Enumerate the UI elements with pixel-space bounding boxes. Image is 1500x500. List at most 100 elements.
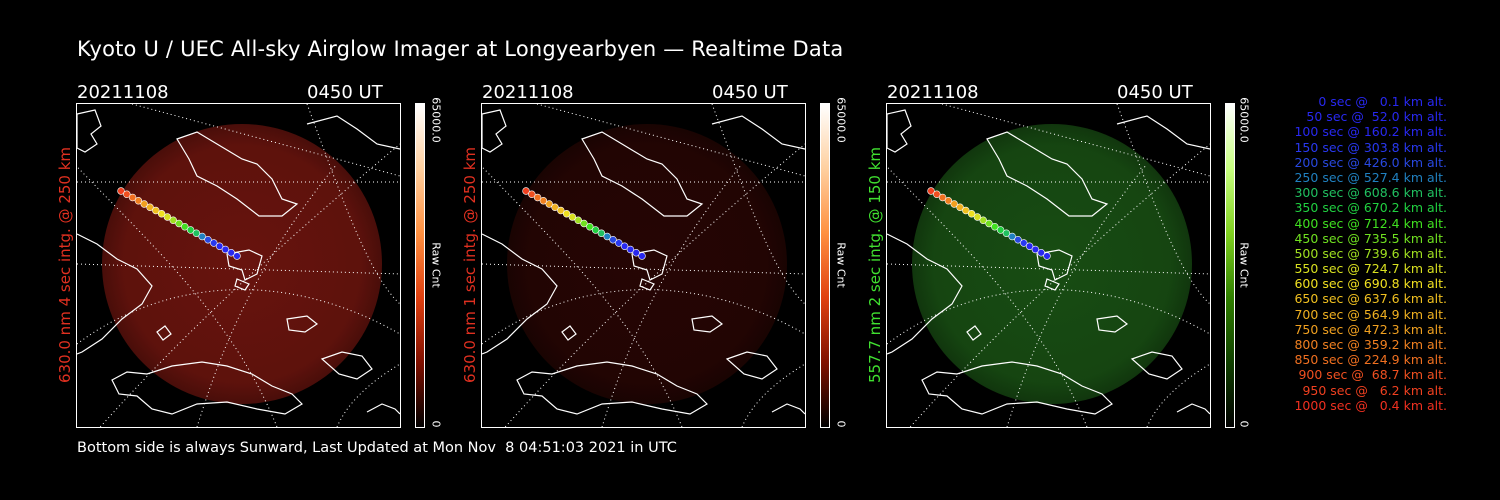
trajectory-point [539, 197, 548, 205]
legend-row: 1000 sec @ 0.4 km alt. [1294, 397, 1447, 413]
coastline [1044, 278, 1060, 291]
panel-2-colorbar-max: 65000.0 [834, 97, 848, 143]
legend-row: 650 sec @ 637.6 km alt. [1294, 291, 1447, 307]
grid-line [482, 289, 805, 345]
legend-row: 150 sec @ 303.8 km alt. [1294, 139, 1447, 155]
trajectory-point [580, 219, 588, 228]
panel-1-colorbar [415, 103, 425, 428]
legend-row: 600 sec @ 690.8 km alt. [1294, 276, 1447, 292]
panel-2-time: 0450 UT [712, 82, 788, 103]
coastline [1036, 249, 1073, 281]
trajectory-point [620, 242, 629, 250]
airglow-disk [507, 124, 787, 404]
coastline [156, 325, 172, 341]
altitude-legend: 0 sec @ 0.1 km alt. 50 sec @ 52.0 km alt.… [1262, 94, 1447, 413]
trajectory-point [927, 187, 935, 195]
coastline [581, 131, 704, 217]
panel-3-colorbar-unit: Raw Cnt [1237, 242, 1251, 288]
legend-row: 450 sec @ 735.5 km alt. [1294, 230, 1447, 246]
coastline [306, 115, 400, 150]
panel-2-wavelength-text: 630.0 nm 1 sec intg. @ 250 km [461, 146, 479, 384]
coastline [921, 361, 1113, 415]
coastline [887, 233, 963, 355]
trajectory-point [186, 226, 195, 234]
legend-row: 100 sec @ 160.2 km alt. [1294, 124, 1447, 140]
trajectory-point [609, 236, 617, 244]
trajectory-point [533, 193, 542, 202]
coastline [77, 233, 153, 355]
trajectory-point [996, 226, 1005, 234]
grid-line [887, 289, 1210, 345]
panel-1-time: 0450 UT [307, 82, 383, 103]
trajectory-point [169, 216, 177, 224]
trajectory-point [933, 190, 941, 198]
trajectory-point [221, 245, 230, 254]
trajectory-point [1020, 239, 1028, 247]
legend-row: 700 sec @ 564.9 km alt. [1294, 306, 1447, 322]
trajectory-point [204, 236, 212, 244]
trajectory-point [528, 190, 536, 198]
trajectory-point [1037, 249, 1045, 257]
map-canvas [887, 104, 1210, 427]
trajectory-point [638, 252, 646, 260]
panel-2-colorbar-unit: Raw Cnt [834, 242, 848, 288]
trajectory-point [215, 242, 224, 250]
trajectory-point [1002, 229, 1011, 237]
coastline [631, 249, 668, 281]
coastline [77, 109, 102, 153]
panel-1-wavelength-text: 630.0 nm 4 sec intg. @ 250 km [56, 146, 74, 384]
trajectory-point [562, 210, 571, 218]
coastline [1116, 115, 1210, 150]
coastline [711, 115, 805, 150]
panel-3-colorbar-min: 0 [1237, 420, 1251, 428]
coastline [966, 325, 982, 341]
coastline [111, 361, 303, 415]
trajectory-point [603, 232, 611, 241]
trajectory-point [181, 223, 189, 231]
trajectory-point [557, 206, 565, 215]
panel-3-wavelength-text: 557.7 nm 2 sec intg. @ 150 km [866, 146, 884, 384]
trajectory-point [157, 210, 166, 218]
trajectory-point [1043, 252, 1051, 260]
coastline [771, 403, 805, 415]
legend-row: 850 sec @ 224.9 km alt. [1294, 352, 1447, 368]
trajectory-point [944, 197, 953, 205]
trajectory-point [551, 203, 559, 211]
trajectory-point [522, 187, 530, 195]
coastline [482, 233, 558, 355]
coastline [320, 351, 373, 380]
trajectory-point [192, 229, 201, 237]
trajectory-point [175, 219, 183, 228]
legend-row: 800 sec @ 359.2 km alt. [1294, 337, 1447, 352]
panel-1-colorbar-max: 65000.0 [429, 97, 443, 143]
coastline [639, 278, 655, 291]
trajectory-point [626, 245, 635, 254]
legend-row: 500 sec @ 739.6 km alt. [1294, 245, 1447, 261]
coastline [986, 131, 1109, 217]
trajectory-point [568, 213, 577, 221]
trajectory-point [632, 249, 640, 257]
trajectory-point [146, 203, 154, 211]
map-canvas [77, 104, 400, 427]
trajectory-point [615, 239, 623, 247]
coastline [1176, 403, 1210, 415]
coastline [561, 325, 577, 341]
legend-row: 950 sec @ 6.2 km alt. [1302, 382, 1447, 398]
trajectory-point [128, 193, 137, 202]
panel-2-allsky-map [481, 103, 806, 428]
grid-line [1146, 363, 1210, 427]
legend-row: 750 sec @ 472.3 km alt. [1294, 321, 1447, 337]
map-canvas [482, 104, 805, 427]
trajectory-point [545, 200, 553, 208]
airglow-disk [912, 124, 1192, 404]
trajectory-point [210, 239, 218, 247]
trajectory-point [967, 210, 976, 218]
trajectory-point [574, 216, 582, 224]
trajectory-point [973, 213, 982, 221]
trajectory-point [591, 226, 600, 234]
trajectory-point [1008, 232, 1016, 241]
trajectory-point [991, 223, 999, 231]
legend-row: 250 sec @ 527.4 km alt. [1294, 169, 1447, 185]
grid-line [336, 363, 400, 427]
grid-line [741, 363, 805, 427]
